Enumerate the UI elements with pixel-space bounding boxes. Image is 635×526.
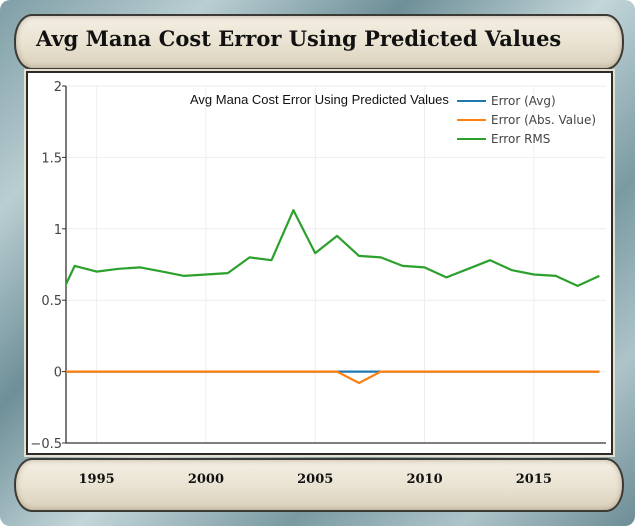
y-tick-label: 2 xyxy=(54,80,62,95)
series-lines xyxy=(66,209,600,385)
y-tick-label: 0.5 xyxy=(41,294,62,309)
legend-label: Error (Avg) xyxy=(491,94,556,108)
series-line-error-abs-value xyxy=(66,370,600,385)
y-tick-label: −0.5 xyxy=(30,437,62,452)
legend-item[interactable]: Error (Avg) xyxy=(457,94,556,108)
x-tick-label: 2000 xyxy=(187,472,224,487)
title-bar: Avg Mana Cost Error Using Predicted Valu… xyxy=(14,14,624,70)
y-ticks: 2 1.5 1 0.5 0 −0.5 xyxy=(30,80,66,452)
legend-item[interactable]: Error (Abs. Value) xyxy=(457,113,596,127)
page-title: Avg Mana Cost Error Using Predicted Valu… xyxy=(36,26,562,51)
chart-title: Avg Mana Cost Error Using Predicted Valu… xyxy=(190,92,449,107)
x-tick-label: 2010 xyxy=(406,472,443,487)
plot-box xyxy=(26,71,613,455)
y-tick-label: 1 xyxy=(54,223,62,238)
y-tick-label: 0 xyxy=(54,366,62,381)
x-tick-label: 1995 xyxy=(78,472,115,487)
legend-label: Error RMS xyxy=(491,132,550,146)
y-tick-label: 1.5 xyxy=(41,151,62,166)
series-line-error-rms xyxy=(66,209,600,287)
legend[interactable]: Error (Avg) Error (Abs. Value) Error RMS xyxy=(457,94,596,146)
axes xyxy=(65,86,606,444)
x-axis-bar: 1995 2000 2005 2010 2015 xyxy=(14,458,624,512)
x-tick-label: 2005 xyxy=(297,472,334,487)
legend-item[interactable]: Error RMS xyxy=(457,132,550,146)
x-tick-label: 2015 xyxy=(515,472,552,487)
legend-label: Error (Abs. Value) xyxy=(491,113,596,127)
